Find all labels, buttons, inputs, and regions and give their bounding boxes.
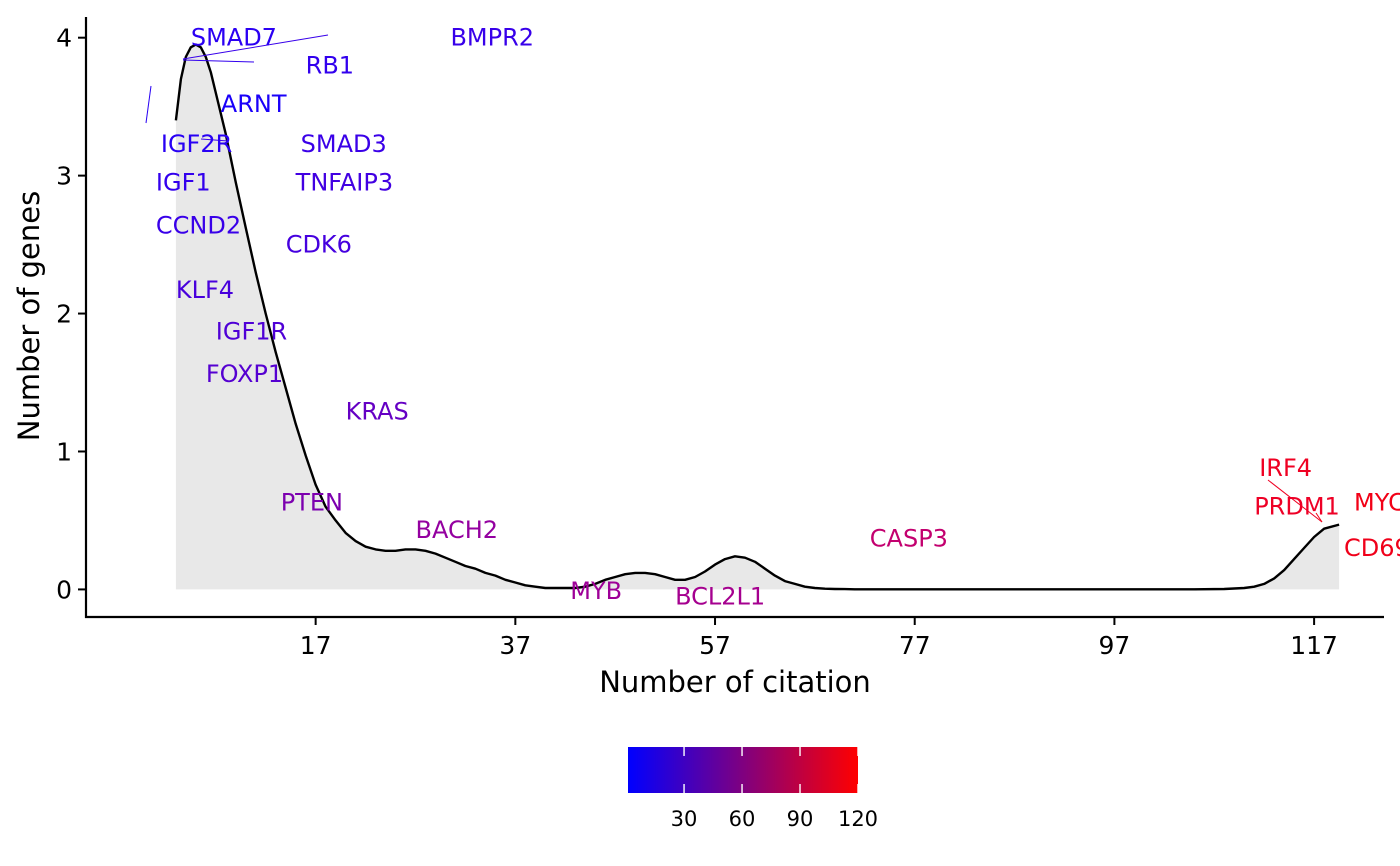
colorbar-tick-label-30: 30 <box>671 807 698 831</box>
x-tick-label-17: 17 <box>300 631 332 660</box>
segment-bmpr2 <box>182 34 329 60</box>
gene-label-igf2r: IGF2R <box>161 130 232 158</box>
x-tick-label-97: 97 <box>1099 631 1131 660</box>
gene-label-bcl2l1: BCL2L1 <box>675 582 765 610</box>
gene-label-irf4: IRF4 <box>1259 454 1312 482</box>
gene-label-klf4: KLF4 <box>176 276 234 304</box>
gene-label-layer: SMAD7 BMPR2 RB1 ARNT IGF2R SMAD3 IGF1 TNFAIP3 CC… <box>156 24 1400 611</box>
x-tick-label-37: 37 <box>499 631 531 660</box>
gene-label-ccnd2: CCND2 <box>156 211 241 239</box>
y-tick-label-4: 4 <box>56 24 72 53</box>
colorbar <box>628 747 858 793</box>
gene-label-cdk6: CDK6 <box>286 231 352 259</box>
gene-label-prdm1: PRDM1 <box>1254 493 1340 521</box>
gene-label-myc: MYC <box>1354 489 1400 517</box>
gene-label-casp3: CASP3 <box>870 524 948 552</box>
density-curve <box>174 43 1340 591</box>
colorbar-legend: 30 60 90 120 <box>628 747 878 831</box>
colorbar-tick-label-60: 60 <box>729 807 756 831</box>
y-tick-label-3: 3 <box>56 162 72 191</box>
gene-label-rb1: RB1 <box>306 51 354 79</box>
gene-label-bmpr2: BMPR2 <box>450 24 534 52</box>
segment-smad3 <box>200 138 229 142</box>
axes-layer: 17 37 57 77 97 117 0 1 2 3 4 <box>56 17 1384 660</box>
gene-label-foxp1: FOXP1 <box>206 360 283 388</box>
gene-label-kras: KRAS <box>346 397 409 425</box>
gene-label-igf1: IGF1 <box>156 169 211 197</box>
colorbar-tick-label-120: 120 <box>838 807 878 831</box>
density-curve-layer <box>174 43 1340 591</box>
gene-label-tnfaip3: TNFAIP3 <box>295 169 393 197</box>
density-area-layer <box>175 44 1340 590</box>
x-axis-title: Number of citation <box>599 665 871 699</box>
y-tick-label-0: 0 <box>56 575 72 604</box>
gene-label-arnt: ARNT <box>221 90 287 118</box>
segment-igf2r <box>145 85 152 124</box>
density-area <box>175 44 1340 590</box>
segment-rb1 <box>182 59 255 63</box>
x-tick-label-57: 57 <box>699 631 731 660</box>
gene-label-bach2: BACH2 <box>415 516 498 544</box>
x-tick-label-77: 77 <box>899 631 931 660</box>
gene-label-myb: MYB <box>570 577 622 605</box>
x-tick-label-117: 117 <box>1290 631 1338 660</box>
segment-myc <box>1315 512 1323 523</box>
colorbar-tick-label-90: 90 <box>787 807 814 831</box>
label-segment-layer <box>145 34 1323 523</box>
gene-label-smad3: SMAD3 <box>301 130 387 158</box>
gene-label-igf1r: IGF1R <box>216 317 287 345</box>
gene-label-smad7: SMAD7 <box>191 24 277 52</box>
gene-label-pten: PTEN <box>281 489 343 517</box>
y-tick-label-2: 2 <box>56 300 72 329</box>
y-tick-label-1: 1 <box>56 437 72 466</box>
y-axis-title: Number of genes <box>12 191 46 441</box>
segment-irf4 <box>1267 479 1323 523</box>
gene-label-cd69: CD69 <box>1344 534 1400 562</box>
